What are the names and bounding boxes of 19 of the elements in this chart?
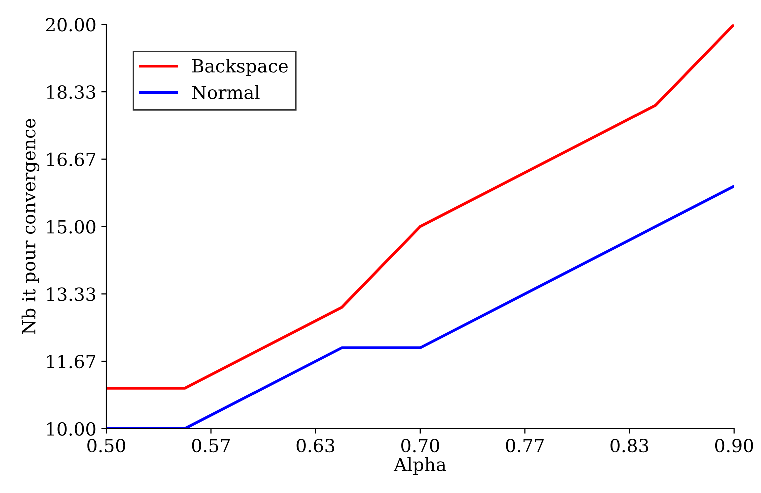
- y-tick-label: 15.00: [47, 220, 96, 234]
- legend-label: Backspace: [192, 58, 288, 76]
- x-tick-label: 0.70: [402, 438, 440, 453]
- y-tick-label: 20.00: [46, 18, 96, 32]
- y-tick-label: 13.33: [47, 288, 96, 302]
- y-axis-title: Nb it pour convergence: [22, 119, 40, 334]
- x-axis-title: Alpha: [394, 457, 446, 475]
- y-tick-label: 16.67: [47, 152, 96, 167]
- y-tick-label: 10.00: [47, 422, 96, 436]
- x-tick-label: 0.77: [506, 438, 544, 453]
- y-tick-label: 11.67: [47, 354, 96, 369]
- line-series: [106, 24, 734, 390]
- x-tick-label: 0.83: [610, 438, 648, 453]
- x-tick-label: 0.63: [296, 438, 335, 453]
- x-tick-label: 0.57: [192, 438, 230, 453]
- y-tick-label: 18.33: [47, 86, 96, 100]
- legend-label: Normal: [192, 85, 260, 100]
- x-tick-label: 0.50: [88, 438, 126, 453]
- x-tick-label: 0.90: [715, 438, 754, 453]
